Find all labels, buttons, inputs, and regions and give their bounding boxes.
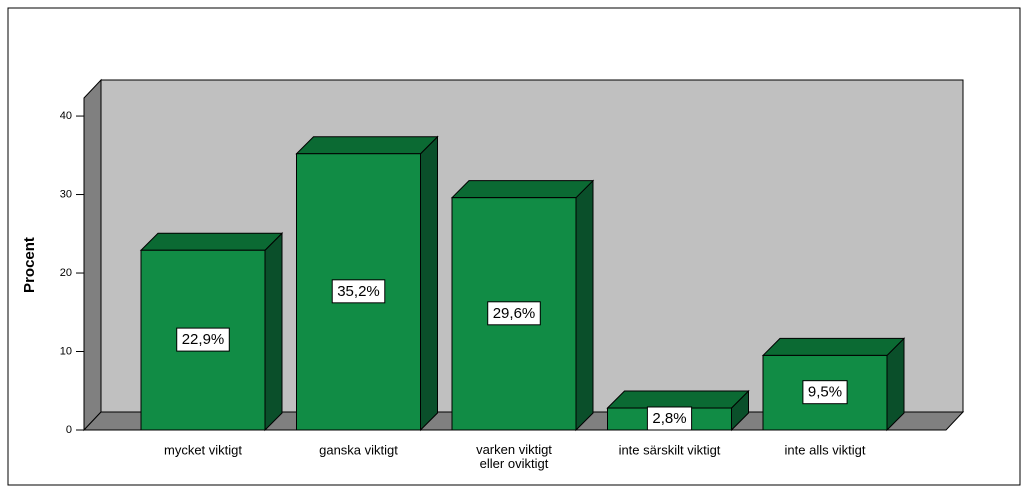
data-label-box [487, 301, 541, 326]
y-tick-label: 0 [66, 424, 72, 436]
x-tick-label: ganska viktigt [319, 442, 398, 457]
y-tick-label: 20 [60, 267, 72, 279]
bar-top [606, 390, 750, 409]
data-label: 35,2% [337, 283, 380, 300]
data-label-box [646, 406, 693, 431]
bar-side [420, 135, 438, 432]
bar-top [139, 232, 284, 251]
bar-top [450, 180, 595, 199]
bar-top [761, 337, 906, 356]
bar-top [295, 136, 439, 155]
y-tick-label: 30 [60, 188, 72, 200]
y-axis-label: Procent [21, 237, 38, 293]
x-tick-label: varken viktigt eller oviktigt [476, 442, 552, 471]
data-label-box [331, 279, 386, 304]
data-label-box [802, 380, 848, 405]
x-tick-label: mycket viktigt [164, 442, 242, 457]
data-label: 2,8% [652, 410, 686, 427]
data-label-box [176, 327, 230, 352]
x-tick-label: inte särskilt viktigt [619, 442, 721, 457]
side-wall [83, 78, 102, 432]
data-label: 22,9% [182, 331, 225, 348]
x-tick-label: inte alls viktigt [785, 442, 866, 457]
bar-side [575, 179, 594, 432]
y-tick-label: 10 [60, 345, 72, 357]
bar-side [264, 232, 283, 432]
y-tick-label: 40 [60, 110, 72, 122]
data-label: 29,6% [493, 305, 536, 322]
data-label: 9,5% [808, 384, 842, 401]
